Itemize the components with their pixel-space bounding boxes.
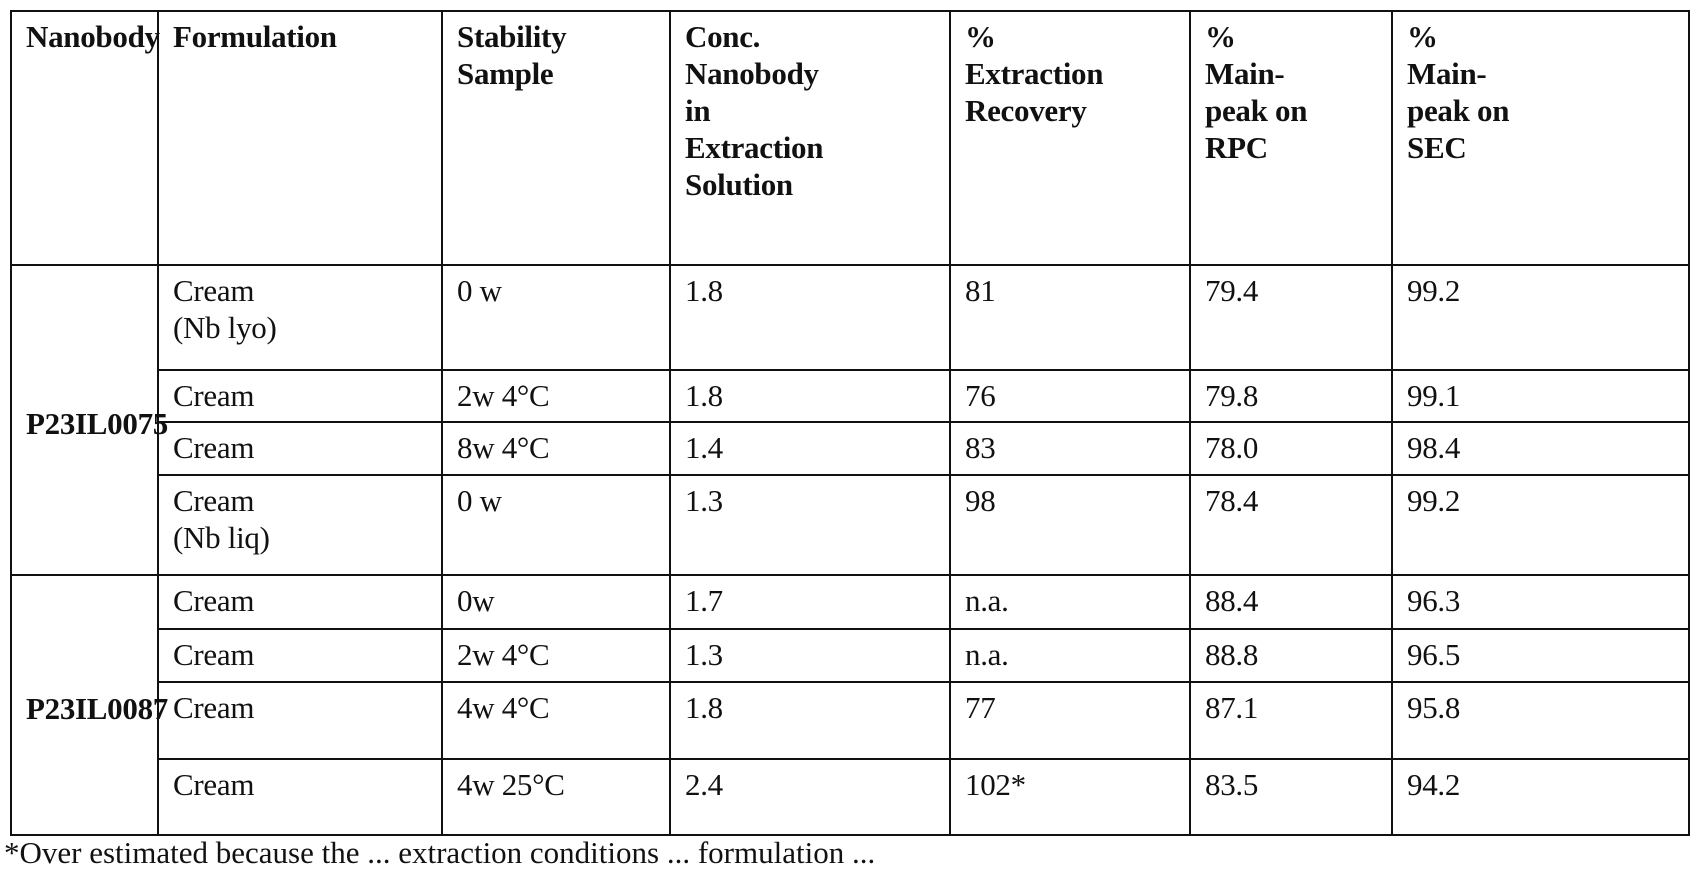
table-row: Cream 2w 4°C 1.3 n.a. 88.8 96.5 (11, 629, 1689, 682)
formulation-cell: Cream (158, 629, 442, 682)
cell-text: Cream (173, 482, 427, 519)
rpc-cell: 79.4 (1190, 265, 1392, 370)
sec-cell: 99.2 (1392, 475, 1689, 575)
cell-text: Cream (173, 377, 427, 414)
table-row: Cream 4w 4°C 1.8 77 87.1 95.8 (11, 682, 1689, 759)
cell-text: Cream (173, 636, 427, 673)
conc-cell: 2.4 (670, 759, 950, 835)
recovery-cell: 81 (950, 265, 1190, 370)
stability-cell: 8w 4°C (442, 422, 670, 475)
conc-cell: 1.4 (670, 422, 950, 475)
header-text: Nanobody (685, 55, 935, 92)
table-row: P23IL0087 Cream 0w 1.7 n.a. 88.4 96.3 (11, 575, 1689, 629)
header-text: Sample (457, 55, 655, 92)
sec-cell: 96.5 (1392, 629, 1689, 682)
table-row: Cream 4w 25°C 2.4 102* 83.5 94.2 (11, 759, 1689, 835)
nanobody-cell: P23IL0087 (11, 575, 158, 835)
stability-cell: 0 w (442, 475, 670, 575)
header-text: in (685, 92, 935, 129)
recovery-cell: 83 (950, 422, 1190, 475)
col-header-extraction-recovery: % Extraction Recovery (950, 11, 1190, 265)
formulation-cell: Cream (158, 422, 442, 475)
sec-cell: 94.2 (1392, 759, 1689, 835)
rpc-cell: 88.8 (1190, 629, 1392, 682)
col-header-mainpeak-rpc: % Main- peak on RPC (1190, 11, 1392, 265)
footnote: *Over estimated because the ... extracti… (4, 834, 875, 871)
cell-text: Cream (173, 766, 427, 803)
sec-cell: 98.4 (1392, 422, 1689, 475)
stability-cell: 2w 4°C (442, 370, 670, 422)
conc-cell: 1.3 (670, 475, 950, 575)
header-text: peak on (1407, 92, 1674, 129)
nanobody-cell: P23IL0075 (11, 265, 158, 575)
rpc-cell: 79.8 (1190, 370, 1392, 422)
recovery-cell: n.a. (950, 575, 1190, 629)
formulation-cell: Cream (158, 759, 442, 835)
stability-table: Nanobody Formulation Stability Sample Co… (10, 10, 1690, 836)
cell-text: (Nb liq) (173, 519, 427, 556)
sec-cell: 95.8 (1392, 682, 1689, 759)
col-header-concentration: Conc. Nanobody in Extraction Solution (670, 11, 950, 265)
header-text: Stability (457, 18, 655, 55)
stability-cell: 2w 4°C (442, 629, 670, 682)
col-header-mainpeak-sec: % Main- peak on SEC (1392, 11, 1689, 265)
cell-text: (Nb lyo) (173, 309, 427, 346)
header-text: % (965, 18, 1175, 55)
stability-cell: 0w (442, 575, 670, 629)
col-header-stability-sample: Stability Sample (442, 11, 670, 265)
header-text: Extraction (685, 129, 935, 166)
header-text: Solution (685, 166, 935, 203)
header-text: Conc. (685, 18, 935, 55)
sec-cell: 99.2 (1392, 265, 1689, 370)
table-row: Cream (Nb liq) 0 w 1.3 98 78.4 99.2 (11, 475, 1689, 575)
header-text: Main- (1205, 55, 1377, 92)
header-text: % (1205, 18, 1377, 55)
recovery-cell: n.a. (950, 629, 1190, 682)
formulation-cell: Cream (Nb lyo) (158, 265, 442, 370)
header-text: RPC (1205, 129, 1377, 166)
conc-cell: 1.8 (670, 265, 950, 370)
formulation-cell: Cream (158, 682, 442, 759)
recovery-cell: 102* (950, 759, 1190, 835)
table-row: Cream 2w 4°C 1.8 76 79.8 99.1 (11, 370, 1689, 422)
rpc-cell: 78.4 (1190, 475, 1392, 575)
table-row: P23IL0075 Cream (Nb lyo) 0 w 1.8 81 79.4… (11, 265, 1689, 370)
header-text: Recovery (965, 92, 1175, 129)
conc-cell: 1.8 (670, 682, 950, 759)
rpc-cell: 88.4 (1190, 575, 1392, 629)
stability-cell: 4w 4°C (442, 682, 670, 759)
col-header-nanobody: Nanobody (11, 11, 158, 265)
cell-text: Cream (173, 689, 427, 726)
recovery-cell: 76 (950, 370, 1190, 422)
header-text: % (1407, 18, 1674, 55)
conc-cell: 1.7 (670, 575, 950, 629)
header-text: Main- (1407, 55, 1674, 92)
conc-cell: 1.8 (670, 370, 950, 422)
cell-text: Cream (173, 582, 427, 619)
header-text: Formulation (173, 18, 427, 55)
cell-text: Cream (173, 272, 427, 309)
header-text: Nanobody (26, 18, 143, 55)
sec-cell: 99.1 (1392, 370, 1689, 422)
header-row: Nanobody Formulation Stability Sample Co… (11, 11, 1689, 265)
rpc-cell: 83.5 (1190, 759, 1392, 835)
formulation-cell: Cream (158, 575, 442, 629)
header-text: peak on (1205, 92, 1377, 129)
recovery-cell: 98 (950, 475, 1190, 575)
stability-cell: 0 w (442, 265, 670, 370)
header-text: SEC (1407, 129, 1674, 166)
rpc-cell: 87.1 (1190, 682, 1392, 759)
col-header-formulation: Formulation (158, 11, 442, 265)
formulation-cell: Cream (Nb liq) (158, 475, 442, 575)
sec-cell: 96.3 (1392, 575, 1689, 629)
recovery-cell: 77 (950, 682, 1190, 759)
cell-text: Cream (173, 429, 427, 466)
header-text: Extraction (965, 55, 1175, 92)
formulation-cell: Cream (158, 370, 442, 422)
table-row: Cream 8w 4°C 1.4 83 78.0 98.4 (11, 422, 1689, 475)
conc-cell: 1.3 (670, 629, 950, 682)
stability-cell: 4w 25°C (442, 759, 670, 835)
rpc-cell: 78.0 (1190, 422, 1392, 475)
